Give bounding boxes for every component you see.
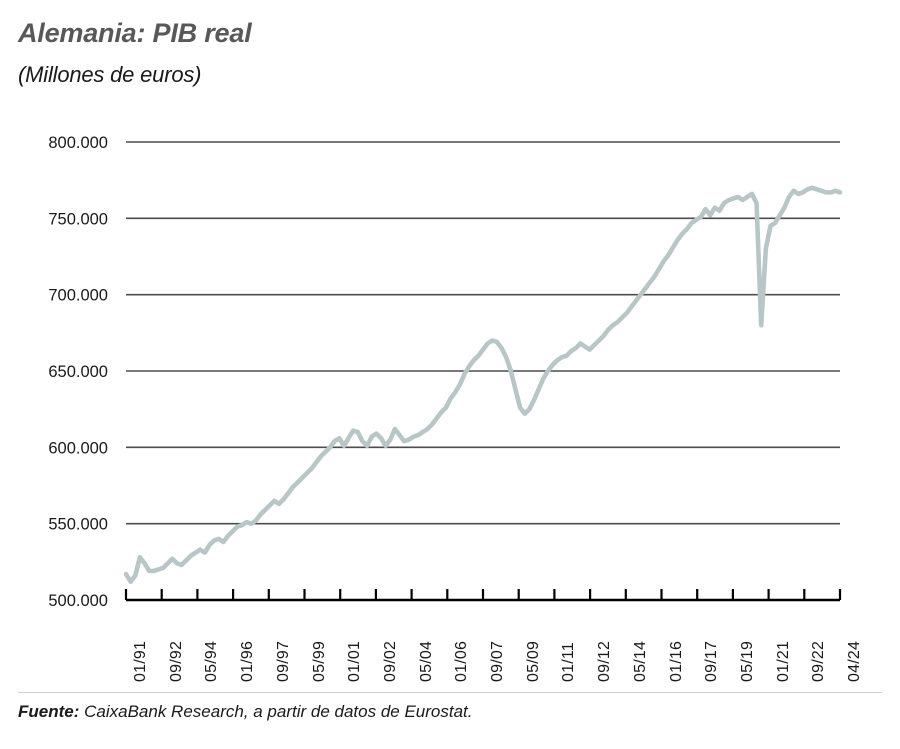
y-axis-tick-label: 800.000: [48, 134, 108, 152]
page-title: Alemania: PIB real: [18, 18, 252, 48]
y-axis-tick-label: 500.000: [48, 592, 108, 610]
x-axis-tick-label: 01/01: [346, 640, 364, 682]
x-axis-tick-label: 05/04: [417, 640, 435, 682]
x-axis-tick-label: 01/11: [560, 642, 578, 682]
gdp-line-chart: 800.000 750.000 700.000 650.000 600.000 550.0…: [48, 134, 843, 610]
x-axis-tick-label: 01/21: [774, 640, 792, 682]
x-axis-tick-label: 09/02: [381, 640, 399, 682]
page-subtitle: (Millones de euros): [18, 62, 202, 87]
x-axis-tick-label: 01/16: [667, 640, 685, 682]
source-note: Fuente: CaixaBank Research, a partir de …: [18, 702, 473, 722]
x-axis-tick-label: 01/06: [453, 640, 471, 682]
y-axis-tick-label: 550.000: [48, 516, 108, 534]
y-axis-tick-label: 700.000: [48, 287, 108, 305]
x-axis-tick-label: 09/17: [703, 640, 721, 682]
x-axis-tick-label: 09/97: [274, 640, 292, 682]
x-axis-tick-label: 04/24: [846, 640, 863, 682]
x-axis-labels: 01/91 09/92 05/94 01/96 09/97 05/99 01/01 09/02…: [0, 604, 900, 690]
source-label: Fuente:: [18, 702, 80, 721]
x-axis-tick-label: 09/12: [596, 640, 614, 682]
x-axis-tick-label: 05/99: [310, 640, 328, 682]
footer-divider: [18, 692, 882, 693]
x-axis-tick-label: 09/07: [489, 640, 506, 682]
x-axis-tick-label: 05/94: [203, 640, 221, 682]
y-axis-tick-labels: 800.000 750.000 700.000 650.000 600.000 550.0…: [48, 134, 108, 610]
x-axis-ticks: [124, 589, 842, 600]
x-axis-tick-label: 09/92: [167, 640, 185, 682]
chart-plot-area: 800.000 750.000 700.000 650.000 600.000 550.0…: [0, 110, 900, 620]
source-text: CaixaBank Research, a partir de datos de…: [79, 702, 473, 721]
x-axis-tick-label: 05/19: [738, 640, 756, 682]
y-gridlines: [126, 141, 840, 525]
x-axis-tick-label: 05/14: [631, 640, 649, 682]
y-axis-tick-label: 650.000: [48, 363, 108, 381]
x-axis-tick-label: 01/91: [132, 640, 149, 682]
x-axis-tick-label: 09/22: [810, 640, 828, 682]
y-axis-tick-label: 750.000: [48, 210, 108, 228]
x-axis-tick-label: 01/96: [239, 640, 257, 682]
x-axis-tick-label: 05/09: [524, 640, 542, 682]
y-axis-tick-label: 600.000: [48, 439, 108, 457]
series-line-pib-real: [123, 185, 843, 584]
